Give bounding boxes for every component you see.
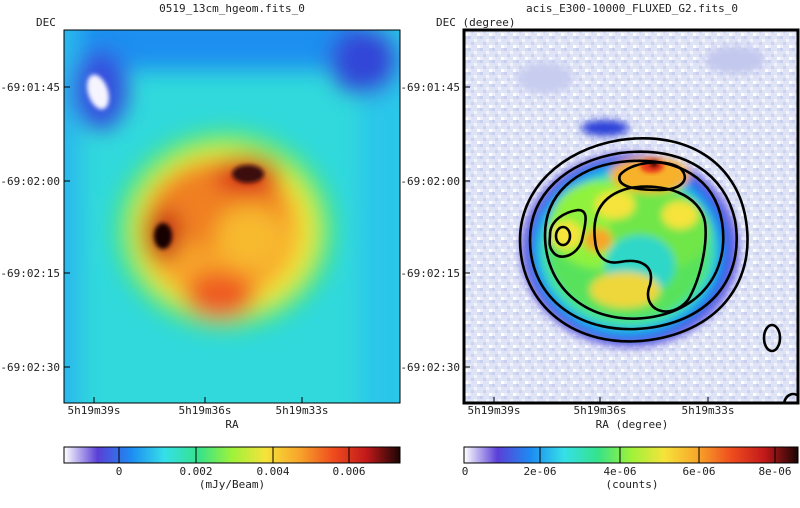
right-ra-axis-label: RA (degree) [595,418,669,431]
right-xray-image [464,30,798,403]
right-colorbar-tick-label: 4e-06 [603,465,637,478]
left-dec-tick-label: -69:02:30 [0,361,60,374]
left-dec-axis-label: DEC [36,16,56,29]
left-axis-ticks [64,86,303,403]
left-colorbar-tick-label: 0.002 [179,465,213,478]
right-dec-tick-label: -69:02:30 [400,361,460,374]
left-dec-tick-label: -69:02:00 [0,175,60,188]
left-radio-image [64,30,400,403]
right-colorbar-tick-label: 6e-06 [682,465,716,478]
right-colorbar-tick-label: 8e-06 [758,465,792,478]
right-dec-axis-label: DEC (degree) [436,16,516,29]
right-image-frame [462,28,800,405]
left-ra-tick-label: 5h19m33s [275,404,329,417]
right-colorbar [463,446,799,464]
right-axis-ticks [464,86,709,403]
right-dec-tick-label: -69:02:15 [400,267,460,280]
right-ra-tick-label: 5h19m39s [467,404,521,417]
left-colorbar-tick-label: 0 [115,465,123,478]
left-image-frame [63,29,401,404]
left-image-title: 0519_13cm_hgeom.fits_0 [159,2,305,15]
right-colorbar-ticks [539,447,776,463]
left-colorbar-tick-label: 0.006 [332,465,366,478]
left-colorbar-unit: (mJy/Beam) [198,478,266,491]
right-xray-contours [518,137,798,403]
left-ra-tick-label: 5h19m39s [67,404,121,417]
left-colorbar-ticks [118,447,350,463]
right-colorbar-unit: (counts) [605,478,659,491]
right-colorbar-tick-label: 0 [461,465,469,478]
right-colorbar-tick-label: 2e-06 [523,465,557,478]
left-ra-axis-label: RA [225,418,239,431]
left-colorbar-tick-label: 0.004 [256,465,290,478]
right-dec-tick-label: -69:02:00 [400,175,460,188]
right-ra-tick-label: 5h19m36s [573,404,627,417]
left-dec-tick-label: -69:01:45 [0,81,60,94]
left-dec-tick-label: -69:02:15 [0,267,60,280]
left-ra-tick-label: 5h19m36s [178,404,232,417]
left-colorbar [63,446,401,464]
right-ra-tick-label: 5h19m33s [681,404,735,417]
right-dec-tick-label: -69:01:45 [400,81,460,94]
right-image-title: acis_E300-10000_FLUXED_G2.fits_0 [526,2,738,15]
